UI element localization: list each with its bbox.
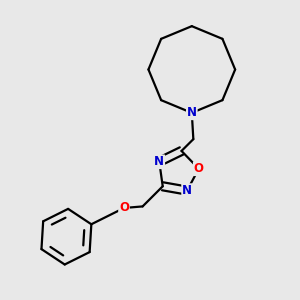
Text: O: O xyxy=(194,162,204,175)
Text: O: O xyxy=(119,202,129,214)
Text: N: N xyxy=(187,106,197,119)
Text: N: N xyxy=(154,155,164,168)
Text: N: N xyxy=(182,184,192,197)
